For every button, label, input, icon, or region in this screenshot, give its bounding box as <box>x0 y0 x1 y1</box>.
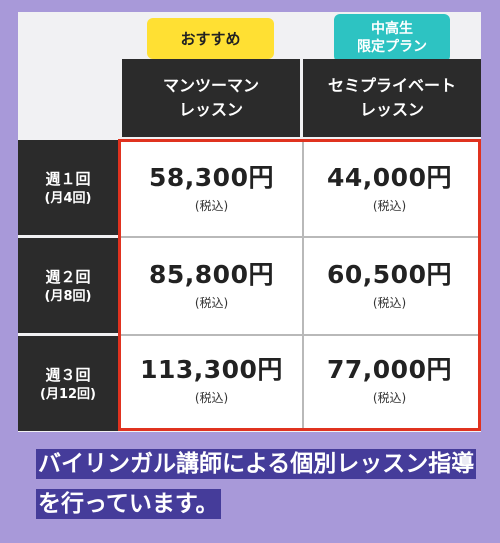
price-cell: 58,300円 (税込) <box>121 142 302 236</box>
row-header-sub: (月12回) <box>40 386 96 402</box>
junior-high-badge-line2: 限定プラン <box>357 39 427 55</box>
price-cell: 60,500円 (税込) <box>304 238 475 334</box>
tax-included-label: (税込) <box>372 390 407 405</box>
column-header-line1: セミプライベート <box>327 76 456 95</box>
column-header-one-on-one: マンツーマン レッスン <box>122 59 300 137</box>
price-value: 44,000円 <box>327 163 452 192</box>
tax-included-label: (税込) <box>372 296 407 310</box>
row-header-sub: (月4回) <box>44 190 92 206</box>
junior-high-badge-line1: 中高生 <box>371 21 413 37</box>
caption-text: バイリンガル講師による個別レッスン指導を行っています。 <box>36 449 477 519</box>
row-header-label: 週３回 <box>45 365 91 384</box>
row-header-twice-weekly: 週２回 (月8回) <box>18 238 118 333</box>
price-value: 85,800円 <box>149 260 274 289</box>
caption-banner: バイリンガル講師による個別レッスン指導を行っています。 <box>36 444 477 524</box>
price-cell: 44,000円 (税込) <box>304 142 475 236</box>
price-value: 77,000円 <box>327 354 452 384</box>
tax-included-label: (税込) <box>194 199 229 213</box>
row-header-three-weekly: 週３回 (月12回) <box>18 336 118 431</box>
row-header-once-weekly: 週１回 (月4回) <box>18 140 118 235</box>
tax-included-label: (税込) <box>372 199 407 213</box>
row-header-label: 週１回 <box>45 169 91 188</box>
price-cell: 85,800円 (税込) <box>121 238 302 334</box>
price-value: 60,500円 <box>327 260 452 289</box>
column-header-line1: マンツーマン <box>162 76 259 95</box>
column-divider <box>302 142 304 428</box>
row-header-sub: (月8回) <box>44 288 92 304</box>
price-cell: 77,000円 (税込) <box>304 336 475 425</box>
junior-high-badge: 中高生 限定プラン <box>334 14 450 62</box>
price-value: 58,300円 <box>149 163 274 192</box>
column-header-semi-private: セミプライベート レッスン <box>303 59 481 137</box>
price-cell: 113,300円 (税込) <box>121 336 302 425</box>
row-divider <box>121 236 478 238</box>
price-value: 113,300円 <box>140 354 283 384</box>
tax-included-label: (税込) <box>194 296 229 310</box>
row-header-label: 週２回 <box>45 267 91 286</box>
tax-included-label: (税込) <box>194 390 229 405</box>
recommended-badge: おすすめ <box>147 18 274 59</box>
recommended-badge-label: おすすめ <box>180 30 241 48</box>
column-header-line2: レッスン <box>178 100 243 119</box>
row-divider <box>121 334 478 336</box>
column-header-line2: レッスン <box>359 100 424 119</box>
